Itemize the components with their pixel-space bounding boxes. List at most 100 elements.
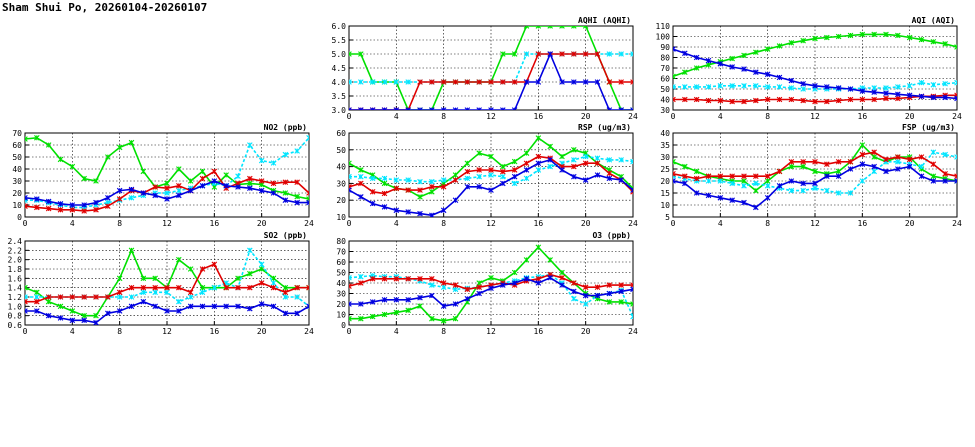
x-tick-label: 12 (162, 219, 172, 228)
chart-so2: 0.60.81.01.21.41.61.82.02.22.4 0 4 8 12 16 20 2… (8, 231, 314, 336)
y-tick-label: 70 (660, 64, 670, 73)
data-point (45, 198, 52, 205)
x-tick-label: 20 (581, 219, 591, 228)
y-tick-label: 25 (660, 165, 670, 174)
chart-aqhi: 3.0 3.5 4.0 4.5 5.0 5.5 6.0 0 4 8 12 16 20 24 AQHI (AQ… (332, 16, 638, 121)
data-point (429, 189, 435, 195)
data-point (582, 301, 589, 307)
data-point (393, 79, 400, 85)
data-point (859, 31, 866, 38)
y-tick-label: 0 (341, 321, 346, 330)
data-point (895, 91, 901, 98)
data-point (753, 173, 759, 179)
x-tick-label: 12 (810, 219, 820, 228)
data-point (630, 107, 633, 110)
data-point (358, 280, 364, 286)
data-point (282, 289, 289, 296)
data-point (34, 294, 40, 300)
data-point (93, 312, 99, 319)
data-point (187, 178, 194, 184)
y-tick-label: 70 (12, 129, 22, 138)
data-point (606, 175, 613, 182)
data-point (500, 180, 506, 187)
data-point (511, 107, 518, 110)
data-point (258, 157, 265, 164)
data-point (45, 312, 52, 319)
data-point (705, 62, 712, 68)
data-point (105, 294, 111, 300)
data-point (93, 319, 99, 325)
data-point (270, 190, 277, 196)
data-point (764, 195, 771, 201)
data-point (673, 171, 676, 177)
data-point (57, 315, 64, 321)
data-point (211, 261, 218, 268)
chart-title: AQI (AQI) (912, 16, 955, 25)
data-point (824, 98, 830, 105)
series-group (349, 244, 633, 324)
x-tick-label: 4 (718, 112, 723, 121)
data-point (258, 261, 265, 268)
data-point (116, 308, 123, 314)
data-point (523, 26, 530, 29)
data-point (511, 269, 518, 276)
data-point (800, 97, 806, 104)
x-tick-label: 24 (304, 327, 314, 336)
data-point (81, 312, 87, 319)
data-point (511, 79, 518, 85)
data-point (753, 204, 759, 211)
data-point (630, 301, 633, 307)
data-point (511, 158, 518, 165)
data-point (594, 160, 601, 167)
x-tick-label: 16 (210, 327, 220, 336)
data-point (116, 294, 123, 300)
data-point (349, 51, 352, 57)
y-tick-label: 30 (336, 179, 346, 188)
data-point (152, 192, 158, 199)
data-point (199, 175, 206, 182)
y-tick-label: 4.5 (332, 64, 347, 73)
data-point (705, 192, 712, 199)
data-point (693, 54, 700, 61)
x-tick-label: 24 (304, 219, 314, 228)
y-tick-label: 40 (660, 96, 670, 105)
data-point (211, 303, 218, 310)
data-point (859, 142, 866, 148)
data-point (930, 149, 937, 155)
data-point (511, 173, 518, 180)
data-point (500, 79, 506, 85)
data-point (942, 41, 948, 47)
y-tick-label: 30 (660, 106, 670, 115)
data-point (906, 83, 913, 89)
data-point (93, 207, 99, 213)
y-tick-label: 20 (12, 189, 22, 198)
data-point (381, 311, 388, 318)
data-point (705, 57, 712, 64)
data-point (369, 299, 376, 305)
data-point (673, 46, 676, 52)
y-tick-label: 1.0 (8, 302, 23, 311)
data-point (930, 82, 937, 88)
data-point (883, 31, 889, 38)
x-tick-label: 24 (952, 112, 962, 121)
data-point (535, 51, 542, 57)
data-point (93, 294, 99, 300)
data-point (223, 303, 229, 310)
data-point (81, 317, 87, 324)
y-tick-label: 5 (665, 213, 670, 222)
data-point (942, 178, 948, 184)
series-group (673, 142, 957, 211)
data-point (140, 289, 147, 296)
data-point (535, 153, 542, 160)
data-point (776, 74, 783, 81)
y-tick-label: 100 (656, 33, 671, 42)
data-point (199, 289, 206, 296)
data-point (247, 284, 253, 291)
data-point (429, 183, 435, 190)
data-point (369, 79, 376, 85)
data-point (452, 301, 459, 307)
data-point (753, 97, 759, 104)
data-point (34, 298, 40, 305)
y-tick-label: 35 (660, 141, 670, 150)
